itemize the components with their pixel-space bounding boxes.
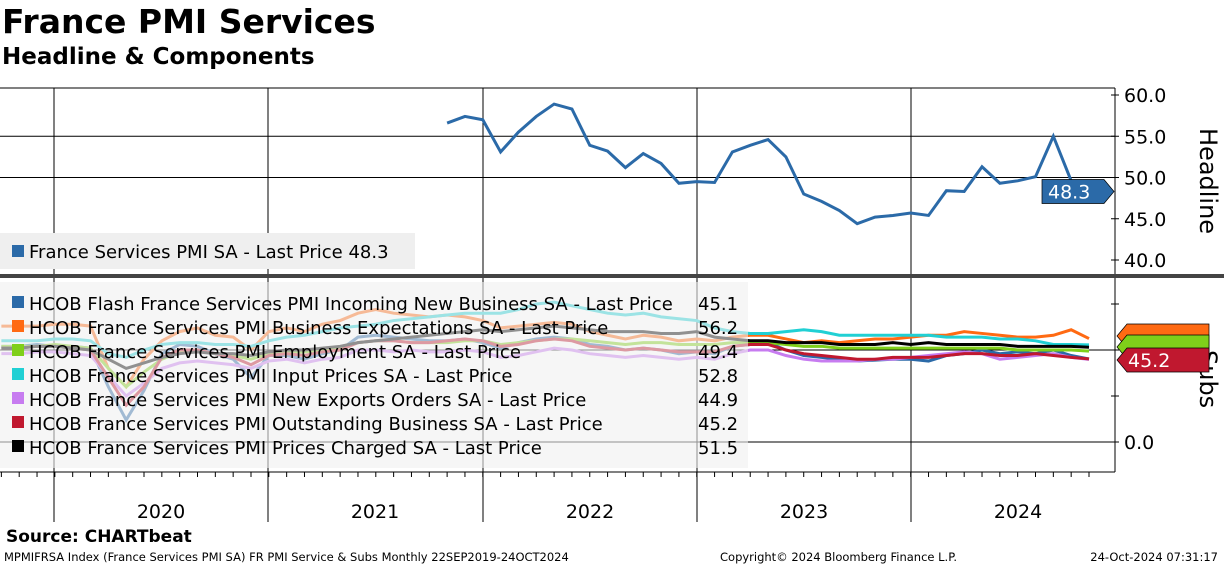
- chart-subtitle: Headline & Components: [2, 44, 315, 70]
- legend-swatch: [12, 392, 24, 404]
- legend-label: France Services PMI SA - Last Price 48.3: [29, 242, 389, 263]
- legend-label: HCOB France Services PMI Employment SA -…: [29, 342, 521, 363]
- legend-swatch: [12, 344, 24, 356]
- legend-last-value: 49.4: [698, 342, 738, 363]
- legend-swatch: [12, 416, 24, 428]
- legend-label: HCOB France Services PMI Business Expect…: [29, 318, 608, 339]
- legend-swatch: [12, 320, 24, 332]
- y-tick-label: 40.0: [1124, 250, 1166, 272]
- x-tick-label: 2022: [566, 501, 614, 523]
- legend-swatch: [12, 440, 24, 452]
- legend-label: HCOB Flash France Services PMI Incoming …: [29, 294, 673, 315]
- y-tick-label: 0.0: [1124, 432, 1154, 454]
- x-tick-label: 2024: [994, 501, 1042, 523]
- footer-center: Copyright© 2024 Bloomberg Finance L.P.: [720, 550, 957, 564]
- legend-last-value: 44.9: [698, 390, 738, 411]
- legend-swatch: [12, 245, 24, 257]
- y-tick-label: 55.0: [1124, 126, 1166, 148]
- legend-label: HCOB France Services PMI Input Prices SA…: [29, 366, 512, 387]
- legend-last-value: 45.2: [698, 414, 738, 435]
- last-price-value: 48.3: [1048, 182, 1090, 204]
- legend-swatch: [12, 296, 24, 308]
- footer-left: MPMIFRSA Index (France Services PMI SA) …: [4, 550, 569, 564]
- y-tick-label: 60.0: [1124, 85, 1166, 107]
- legend-label: HCOB France Services PMI New Exports Ord…: [29, 390, 586, 411]
- y-tick-label: 45.0: [1124, 209, 1166, 231]
- x-tick-label: 2023: [780, 501, 828, 523]
- last-price-badge: [1116, 347, 1210, 373]
- legend-box: [0, 233, 415, 269]
- legend-last-value: 56.2: [698, 318, 738, 339]
- y-axis-title: Headline: [1194, 128, 1222, 234]
- last-price-value: 45.2: [1128, 350, 1170, 372]
- chart-title: France PMI Services: [2, 2, 376, 41]
- legend-last-value: 51.5: [698, 438, 738, 459]
- headline-line: [446, 102, 1090, 226]
- last-price-badge: [1041, 179, 1115, 204]
- legend-last-value: 52.8: [698, 366, 738, 387]
- x-tick-label: 2021: [351, 501, 399, 523]
- y-tick-label: 50.0: [1124, 168, 1166, 190]
- footer-right: 24-Oct-2024 07:31:17: [1090, 550, 1218, 564]
- legend-box: [0, 282, 748, 468]
- legend-last-value: 45.1: [698, 294, 738, 315]
- panel-divider: [0, 274, 1224, 278]
- x-tick-label: 2020: [137, 501, 185, 523]
- legend-label: HCOB France Services PMI Prices Charged …: [29, 438, 542, 459]
- legend-label: HCOB France Services PMI Outstanding Bus…: [29, 414, 603, 435]
- source-label: Source: CHARTbeat: [6, 527, 192, 547]
- legend-swatch: [12, 368, 24, 380]
